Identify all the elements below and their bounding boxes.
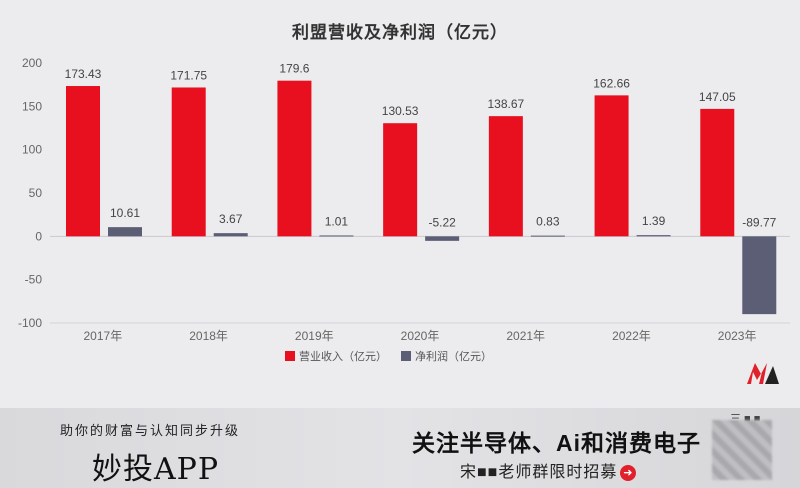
revenue-bar	[66, 86, 100, 237]
net-profit-bar	[636, 235, 671, 237]
legend-item-net-profit: 净利润（亿元）	[401, 348, 492, 364]
net-profit-data-label: 1.01	[325, 214, 349, 228]
footer-subline[interactable]: 宋■■老师群限时招募 ➜	[460, 458, 637, 482]
revenue-bar	[171, 87, 206, 237]
revenue-bar	[383, 123, 418, 237]
x-tick-label: 2017年	[84, 329, 123, 343]
revenue-bar	[277, 80, 312, 237]
x-tick-label: 2020年	[401, 329, 440, 343]
x-tick-label: 2019年	[295, 329, 334, 343]
revenue-data-label: 171.75	[170, 68, 207, 82]
legend-swatch-revenue	[285, 351, 295, 361]
promo-footer: 助你的财富与认知同步升级 妙投APP 关注半导体、Ai和消费电子 宋■■老师群限…	[0, 408, 800, 488]
y-tick-label: 150	[22, 99, 42, 113]
net-profit-bar	[213, 233, 248, 237]
chart-title: 利盟营收及净利润（亿元）	[292, 23, 508, 42]
legend: 营业收入（亿元） 净利润（亿元）	[285, 348, 492, 364]
footer-headline: 关注半导体、Ai和消费电子	[412, 430, 701, 456]
legend-item-revenue: 营业收入（亿元）	[285, 348, 387, 364]
y-tick-label: 200	[22, 56, 42, 70]
revenue-data-label: 130.53	[382, 104, 419, 118]
footer-app-name: 妙投APP	[92, 452, 220, 487]
net-profit-bar	[742, 236, 777, 315]
net-profit-data-label: 10.61	[110, 206, 140, 220]
net-profit-data-label: 3.67	[219, 212, 243, 226]
y-tick-label: -50	[25, 273, 43, 287]
revenue-data-label: 173.43	[65, 67, 102, 81]
revenue-data-label: 162.66	[593, 76, 630, 90]
net-profit-bar	[530, 235, 565, 237]
x-tick-label: 2021年	[506, 329, 545, 343]
net-profit-bar	[108, 227, 142, 237]
legend-label-net-profit: 净利润（亿元）	[415, 351, 492, 363]
chart-panel: 利盟营收及净利润（亿元） 200 150 100 50 0 -50 -100 2017年 173…	[17, 23, 790, 384]
bar-chart: 200 150 100 50 0 -50 -100 2017年 173.43 10.61 2018年…	[18, 56, 790, 343]
revenue-data-label: 179.6	[279, 62, 309, 76]
footer-sub-text: 宋■■老师群限时招募	[460, 464, 618, 481]
net-profit-data-label: 0.83	[536, 215, 560, 229]
revenue-bar	[594, 95, 629, 237]
x-tick-label: 2023年	[718, 329, 757, 343]
m-logo-icon	[747, 363, 779, 384]
net-profit-bar	[319, 235, 354, 237]
x-tick-label: 2018年	[189, 329, 228, 343]
qr-code-image[interactable]	[712, 420, 772, 480]
arrow-right-icon: ➜	[620, 464, 637, 481]
net-profit-data-label: -89.77	[742, 215, 776, 229]
legend-swatch-net-profit	[401, 351, 411, 361]
revenue-data-label: 147.05	[699, 90, 736, 104]
y-tick-label: 100	[22, 143, 42, 157]
y-tick-label: -100	[18, 316, 42, 330]
net-profit-data-label: -5.22	[428, 215, 456, 229]
y-tick-label: 0	[35, 229, 42, 243]
y-tick-label: 50	[29, 186, 43, 200]
revenue-data-label: 138.67	[488, 97, 525, 111]
x-tick-label: 2022年	[612, 329, 651, 343]
net-profit-bar	[425, 236, 460, 241]
legend-label-revenue: 营业收入（亿元）	[299, 351, 387, 363]
net-profit-data-label: 1.39	[642, 214, 666, 228]
footer-slogan: 助你的财富与认知同步升级	[60, 424, 241, 439]
revenue-bar	[488, 116, 523, 237]
revenue-bar	[700, 108, 735, 237]
